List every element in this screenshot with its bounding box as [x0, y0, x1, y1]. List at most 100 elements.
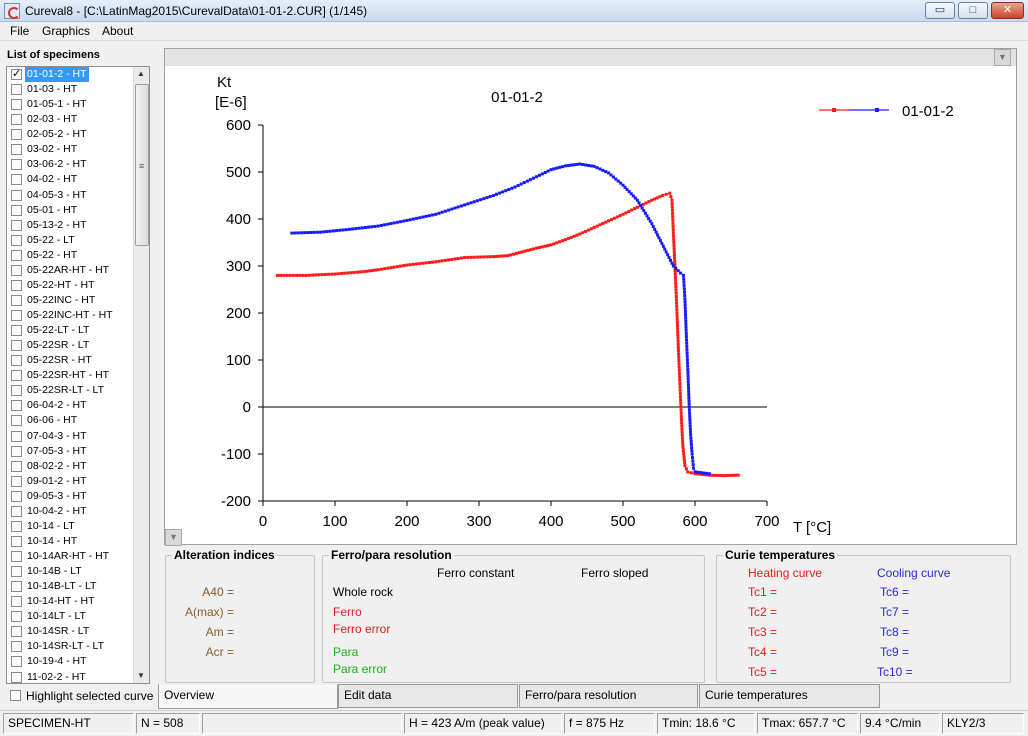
list-item[interactable]: 05-01 - HT — [7, 203, 135, 218]
list-item[interactable]: 01-05-1 - HT — [7, 97, 135, 112]
tab-ferro-para-resolution[interactable]: Ferro/para resolution — [519, 684, 698, 708]
list-item[interactable]: 05-22SR - HT — [7, 353, 135, 368]
specimen-checkbox[interactable] — [11, 626, 22, 638]
list-item[interactable]: 02-03 - HT — [7, 112, 135, 127]
list-item[interactable]: 10-14B-LT - LT — [7, 579, 135, 594]
list-item[interactable]: 05-22INC-HT - HT — [7, 308, 135, 323]
specimen-checkbox[interactable] — [11, 505, 22, 517]
list-item[interactable]: 07-05-3 - HT — [7, 444, 135, 459]
specimen-checkbox[interactable] — [11, 475, 22, 487]
specimen-checkbox[interactable] — [11, 294, 22, 306]
list-item[interactable]: 05-22 - LT — [7, 233, 135, 248]
specimen-checkbox[interactable] — [11, 325, 22, 337]
minimize-button[interactable]: ▭ — [925, 2, 955, 19]
menu-graphics[interactable]: Graphics — [42, 24, 91, 38]
list-item[interactable]: 07-04-3 - HT — [7, 429, 135, 444]
specimen-checkbox[interactable] — [11, 641, 22, 653]
list-item[interactable]: 05-22SR - LT — [7, 338, 135, 353]
maximize-button[interactable]: □ — [958, 2, 988, 19]
specimen-checkbox[interactable] — [11, 596, 22, 608]
specimen-checkbox[interactable] — [11, 566, 22, 578]
list-item[interactable]: 02-05-2 - HT — [7, 127, 135, 142]
specimen-checkbox[interactable] — [11, 355, 22, 367]
list-item[interactable]: 05-13-2 - HT — [7, 218, 135, 233]
specimen-checkbox[interactable] — [11, 249, 22, 261]
close-button[interactable]: ✕ — [991, 2, 1024, 19]
list-item[interactable]: 10-14B - LT — [7, 564, 135, 579]
specimen-checkbox[interactable] — [11, 129, 22, 141]
list-item[interactable]: 01-01-2 - HT — [7, 67, 135, 82]
list-item[interactable]: 09-05-3 - HT — [7, 489, 135, 504]
list-item[interactable]: 10-14 - HT — [7, 534, 135, 549]
list-item[interactable]: 06-04-2 - HT — [7, 398, 135, 413]
list-item[interactable]: 05-22INC - HT — [7, 293, 135, 308]
menu-file[interactable]: File — [10, 24, 30, 38]
tab-edit-data[interactable]: Edit data — [338, 684, 518, 708]
specimen-checkbox[interactable] — [11, 84, 22, 96]
specimen-checkbox[interactable] — [11, 370, 22, 382]
plot-corner-icon[interactable]: ▼ — [165, 529, 182, 546]
specimen-checkbox[interactable] — [11, 656, 22, 668]
list-item[interactable]: 04-05-3 - HT — [7, 188, 135, 203]
specimen-checkbox[interactable] — [11, 204, 22, 216]
list-item[interactable]: 05-22AR-HT - HT — [7, 263, 135, 278]
scroll-down-icon[interactable]: ▼ — [137, 671, 145, 680]
scroll-up-icon[interactable]: ▲ — [137, 69, 145, 78]
scroll-thumb[interactable]: ≡ — [135, 84, 149, 246]
list-item[interactable]: 08-02-2 - HT — [7, 459, 135, 474]
specimen-checkbox[interactable] — [11, 460, 22, 472]
specimen-checkbox[interactable] — [11, 671, 22, 683]
specimen-checkbox[interactable] — [11, 279, 22, 291]
list-item[interactable]: 05-22-LT - LT — [7, 323, 135, 338]
specimen-checkbox[interactable] — [11, 310, 22, 321]
specimen-checkbox[interactable] — [11, 430, 22, 442]
specimen-checkbox[interactable] — [11, 340, 22, 352]
specimen-list-scrollbar[interactable]: ▲ ≡ ▼ — [133, 67, 149, 683]
specimen-checkbox[interactable] — [11, 400, 22, 412]
specimen-checkbox[interactable] — [11, 159, 22, 171]
specimen-checkbox[interactable] — [11, 551, 22, 562]
tab-curie-temperatures[interactable]: Curie temperatures — [699, 684, 880, 708]
specimen-checkbox[interactable] — [11, 520, 22, 532]
specimen-checkbox[interactable] — [11, 144, 22, 156]
list-item[interactable]: 04-02 - HT — [7, 172, 135, 187]
specimen-checkbox[interactable] — [11, 264, 22, 276]
list-item[interactable]: 10-19-4 - HT — [7, 654, 135, 669]
list-item[interactable]: 10-14AR-HT - HT — [7, 549, 135, 564]
specimen-checkbox[interactable] — [11, 99, 22, 111]
menu-about[interactable]: About — [102, 24, 134, 38]
specimen-checkbox[interactable] — [11, 67, 22, 82]
list-item[interactable]: 05-22SR-LT - LT — [7, 383, 135, 398]
specimen-checkbox[interactable] — [11, 114, 22, 126]
list-item[interactable]: 05-22-HT - HT — [7, 278, 135, 293]
plot-menu-icon[interactable]: ▼ — [994, 49, 1011, 66]
list-item[interactable]: 05-22 - HT — [7, 248, 135, 263]
list-item[interactable]: 10-04-2 - HT — [7, 504, 135, 519]
list-item[interactable]: 03-02 - HT — [7, 142, 135, 157]
list-item[interactable]: 10-14LT - LT — [7, 609, 135, 624]
specimen-checkbox[interactable] — [11, 611, 22, 623]
specimen-checkbox[interactable] — [11, 234, 22, 246]
specimen-checkbox[interactable] — [11, 490, 22, 502]
list-item[interactable]: 10-14SR - LT — [7, 624, 135, 639]
specimen-checkbox[interactable] — [11, 189, 22, 201]
list-item[interactable]: 01-03 - HT — [7, 82, 135, 97]
list-item[interactable]: 05-22SR-HT - HT — [7, 368, 135, 383]
specimen-checkbox[interactable] — [11, 174, 22, 186]
list-item[interactable]: 10-14-HT - HT — [7, 594, 135, 609]
specimen-checkbox[interactable] — [11, 219, 22, 231]
tab-overview[interactable]: Overview — [158, 684, 338, 709]
list-item[interactable]: 10-14 - LT — [7, 519, 135, 534]
highlight-checkbox[interactable] — [10, 690, 21, 701]
list-item[interactable]: 03-06-2 - HT — [7, 157, 135, 172]
specimen-checkbox[interactable] — [11, 581, 22, 593]
specimen-checkbox[interactable] — [11, 445, 22, 457]
list-item[interactable]: 09-01-2 - HT — [7, 474, 135, 489]
list-item[interactable]: 06-06 - HT — [7, 413, 135, 428]
specimen-checkbox[interactable] — [11, 415, 22, 427]
specimen-checkbox[interactable] — [11, 535, 22, 547]
specimen-checkbox[interactable] — [11, 385, 22, 397]
list-item[interactable]: 11-02-2 - HT — [7, 670, 135, 684]
list-item[interactable]: 10-14SR-LT - LT — [7, 639, 135, 654]
